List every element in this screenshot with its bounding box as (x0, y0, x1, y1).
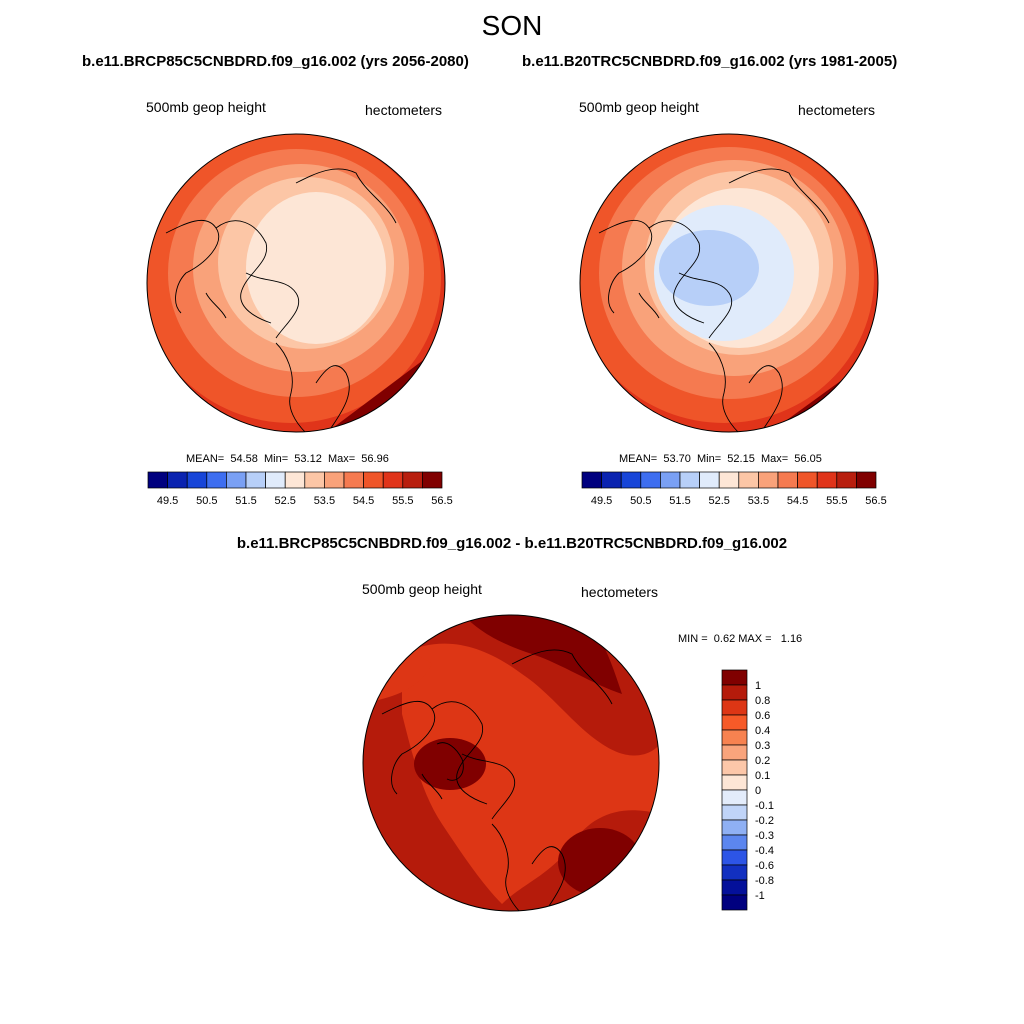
colorbar-box (721, 894, 748, 911)
colorbar-box (738, 471, 759, 489)
colorbar-tick-label: 0.4 (755, 725, 770, 737)
colorbar-tick-label: 0.1 (755, 770, 770, 782)
colorbar-tick-label: 52.5 (708, 495, 729, 507)
colorbar-box (721, 849, 748, 866)
colorbar-box (721, 879, 748, 896)
colorbar-box (186, 471, 208, 489)
colorbar-box (856, 471, 877, 489)
colorbar-box (402, 471, 423, 489)
right-units-label: hectometers (798, 102, 876, 118)
colorbar-box (265, 471, 286, 489)
page-title: SON (481, 10, 543, 41)
colorbar-box (721, 684, 748, 701)
colorbar-box (147, 471, 168, 489)
colorbar-box (721, 774, 748, 791)
difference-polar-map (362, 614, 660, 912)
left-variable-label: 500mb geop height (146, 99, 266, 115)
colorbar-box (816, 471, 838, 489)
colorbar-tick-label: 53.5 (748, 495, 769, 507)
colorbar-box (721, 699, 748, 716)
colorbar-box (382, 471, 404, 489)
colorbar-box (206, 471, 227, 489)
colorbar-box (699, 471, 720, 489)
colorbar-tick-label: -0.2 (755, 815, 774, 827)
colorbar-box (721, 819, 748, 836)
left-units-label: hectometers (365, 102, 443, 118)
left-colorbar: 49.5 50.5 51.5 52.5 53.5 54.5 55.5 56.5 (147, 471, 453, 507)
colorbar-box (721, 834, 748, 851)
colorbar-tick-label: 55.5 (826, 495, 847, 507)
colorbar-box (721, 714, 748, 731)
left-polar-map (146, 133, 446, 433)
colorbar-tick-label: -0.4 (755, 845, 774, 857)
colorbar-box (620, 471, 642, 489)
colorbar-tick-label: -0.3 (755, 830, 774, 842)
colorbar-tick-label: 54.5 (787, 495, 808, 507)
right-polar-map (579, 133, 879, 433)
colorbar-tick-label: 0.8 (755, 695, 770, 707)
colorbar-box (721, 864, 748, 881)
colorbar-tick-label: 52.5 (274, 495, 295, 507)
right-variable-label: 500mb geop height (579, 99, 699, 115)
colorbar-box (363, 471, 384, 489)
right-colorbar: 49.5 50.5 51.5 52.5 53.5 54.5 55.5 56.5 (581, 471, 887, 507)
colorbar-tick-label: 0.2 (755, 755, 770, 767)
colorbar-box (422, 471, 443, 489)
difference-units-label: hectometers (581, 584, 659, 600)
colorbar-tick-label: 53.5 (314, 495, 335, 507)
right-case-title: b.e11.B20TRC5CNBDRD.f09_g16.002 (yrs 198… (522, 53, 898, 70)
colorbar-tick-label: -0.1 (755, 800, 774, 812)
colorbar-box (721, 804, 748, 821)
colorbar-box (777, 471, 798, 489)
colorbar-box (581, 471, 602, 489)
colorbar-box (721, 759, 748, 776)
colorbar-tick-label: 0 (755, 785, 761, 797)
colorbar-tick-label: 55.5 (392, 495, 413, 507)
left-stats: MEAN= 54.58 Min= 53.12 Max= 56.96 (186, 453, 389, 465)
colorbar-box (343, 471, 364, 489)
colorbar-box (167, 471, 188, 489)
colorbar-tick-label: 49.5 (591, 495, 612, 507)
colorbar-tick-label: 49.5 (157, 495, 178, 507)
colorbar-box (721, 729, 748, 746)
colorbar-box (758, 471, 779, 489)
colorbar-box (721, 789, 748, 806)
left-case-title: b.e11.BRCP85C5CNBDRD.f09_g16.002 (yrs 20… (82, 53, 469, 70)
colorbar-box (718, 471, 740, 489)
colorbar-box (601, 471, 622, 489)
colorbar-box (679, 471, 700, 489)
colorbar-tick-label: 51.5 (669, 495, 690, 507)
right-stats: MEAN= 53.70 Min= 52.15 Max= 56.05 (619, 453, 822, 465)
difference-colorbar: 1 0.8 0.6 0.4 0.3 0.2 0.1 0 -0.1 -0.2 -0.3 -0.4 -0.6… (721, 669, 774, 911)
colorbar-tick-label: 50.5 (630, 495, 651, 507)
colorbar-box (836, 471, 857, 489)
colorbar-box (245, 471, 266, 489)
colorbar-tick-label: -0.6 (755, 860, 774, 872)
colorbar-box (324, 471, 345, 489)
colorbar-box (284, 471, 306, 489)
difference-stats: MIN = 0.62 MAX = 1.16 (678, 633, 803, 645)
colorbar-tick-label: 0.3 (755, 740, 770, 752)
colorbar-tick-label: 1 (755, 680, 761, 692)
colorbar-tick-label: -1 (755, 890, 765, 902)
colorbar-box (797, 471, 818, 489)
colorbar-box (721, 669, 748, 686)
colorbar-box (660, 471, 681, 489)
colorbar-tick-label: 56.5 (431, 495, 452, 507)
colorbar-tick-label: -0.8 (755, 875, 774, 887)
colorbar-box (226, 471, 247, 489)
colorbar-box (304, 471, 325, 489)
colorbar-tick-label: 0.6 (755, 710, 770, 722)
difference-title: b.e11.BRCP85C5CNBDRD.f09_g16.002 - b.e11… (236, 535, 788, 552)
colorbar-box (640, 471, 661, 489)
colorbar-tick-label: 51.5 (235, 495, 256, 507)
colorbar-box (721, 744, 748, 761)
colorbar-tick-label: 54.5 (353, 495, 374, 507)
difference-variable-label: 500mb geop height (362, 581, 482, 597)
colorbar-tick-label: 56.5 (865, 495, 886, 507)
colorbar-tick-label: 50.5 (196, 495, 217, 507)
